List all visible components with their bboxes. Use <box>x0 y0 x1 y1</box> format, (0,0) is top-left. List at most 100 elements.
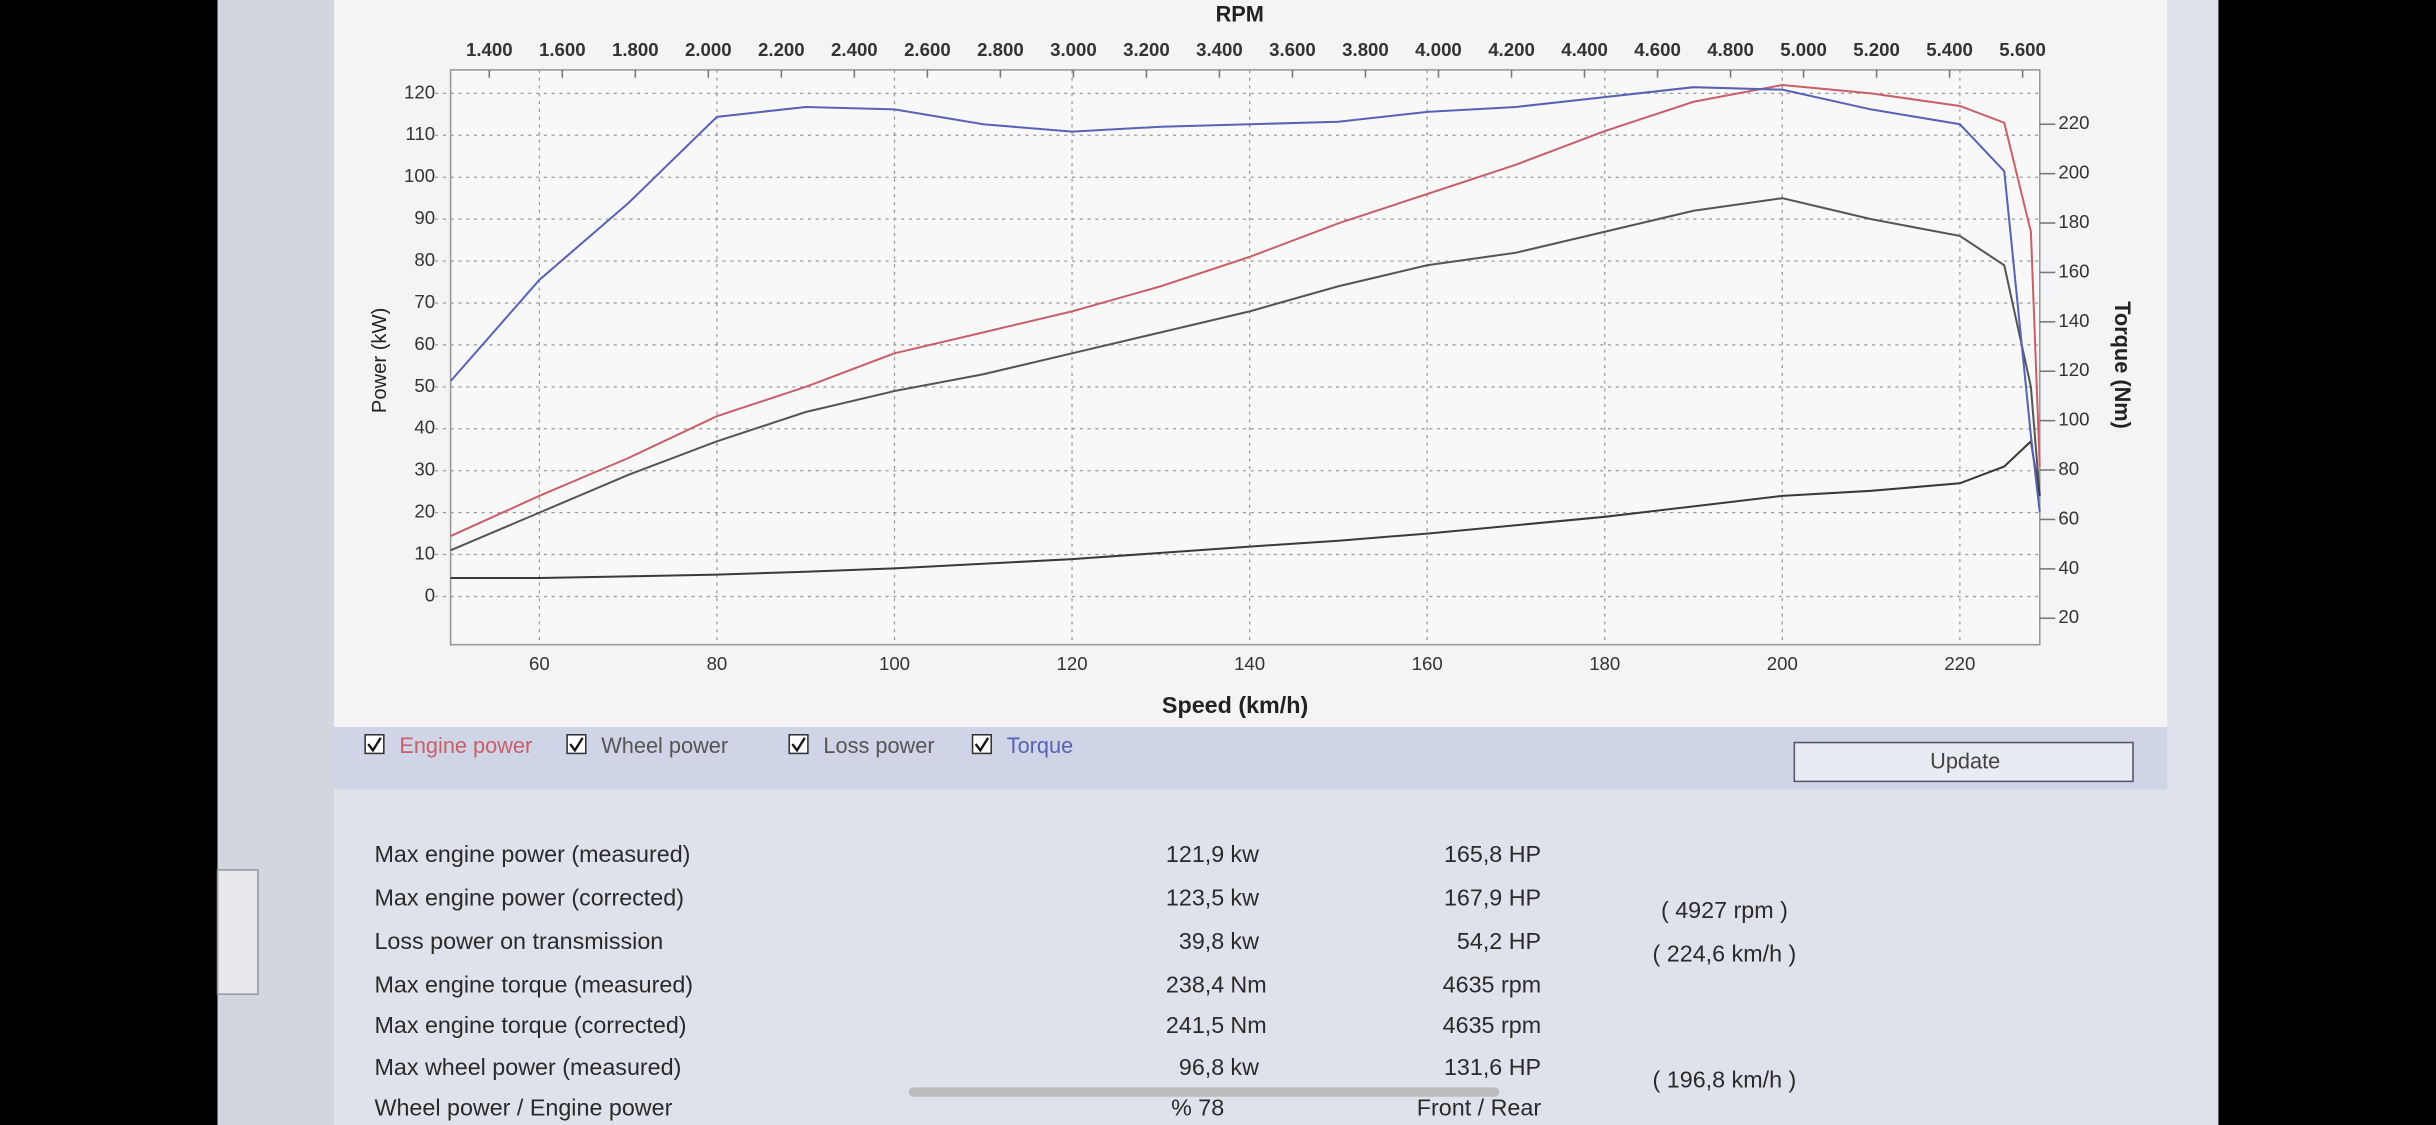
row-value: 121,9 <box>1166 841 1224 867</box>
series-line <box>450 83 2041 538</box>
x2-tick-label: 4.600 <box>1634 39 1681 60</box>
row-label: Max engine power (measured) <box>374 841 690 867</box>
y2-axis-title: Torque (Nm) <box>2110 301 2135 429</box>
row-label: Max engine torque (corrected) <box>374 1012 686 1038</box>
x-tick-label: 60 <box>529 653 550 674</box>
row-unit: kw <box>1230 885 1259 911</box>
x-tick-label: 180 <box>1589 653 1620 674</box>
series-line <box>450 197 2041 552</box>
x-tick-label: 100 <box>879 653 910 674</box>
y-tick-label: 40 <box>414 417 435 438</box>
update-button[interactable] <box>1793 741 2134 783</box>
y2-tick-label: 60 <box>2058 507 2079 528</box>
legend-checkbox[interactable] <box>788 733 809 755</box>
row-label: Wheel power / Engine power <box>374 1094 672 1120</box>
results-table: Max engine power (measured) 121,9 kw 165,8 … <box>374 841 1796 1120</box>
x2-axis-title: RPM <box>1216 1 1264 26</box>
row-value: % 78 <box>1171 1094 1224 1120</box>
x-tick-label: 120 <box>1057 653 1088 674</box>
y2-tick-label: 40 <box>2058 557 2079 578</box>
legend-label[interactable]: Engine power <box>399 733 532 758</box>
y2-tick-label: 100 <box>2058 409 2089 430</box>
plot-area <box>449 69 2041 646</box>
row-note: ( 196,8 km/h ) <box>1653 1066 1797 1092</box>
legend-checkbox[interactable] <box>971 733 992 755</box>
y2-tick-label: 200 <box>2058 162 2089 183</box>
row-unit: kw <box>1230 841 1259 867</box>
y-tick-label: 30 <box>414 459 435 480</box>
y2-tick-label: 120 <box>2058 359 2089 380</box>
row-secondary: 4635 rpm <box>1443 1012 1541 1038</box>
update-button-label[interactable]: Update <box>1930 748 2000 773</box>
row-unit: Nm <box>1230 1012 1266 1038</box>
y-tick-label: 20 <box>414 501 435 522</box>
x2-tick-label: 1.800 <box>612 39 659 60</box>
x2-tick-label: 3.000 <box>1050 39 1097 60</box>
x-tick-label: 200 <box>1767 653 1798 674</box>
home-indicator <box>908 1087 1500 1097</box>
row-unit: kw <box>1230 1054 1259 1080</box>
row-value: 96,8 <box>1179 1054 1224 1080</box>
x-tick-label: 220 <box>1944 653 1975 674</box>
x-tick-label: 140 <box>1234 653 1265 674</box>
x-tick-label: 80 <box>707 653 728 674</box>
y-tick-label: 50 <box>414 375 435 396</box>
row-note: ( 224,6 km/h ) <box>1653 941 1797 967</box>
y2-tick-label: 220 <box>2058 112 2089 133</box>
y-tick-label: 90 <box>414 207 435 228</box>
y-tick-label: 120 <box>404 81 435 102</box>
row-unit: kw <box>1230 928 1259 954</box>
x2-tick-label: 3.600 <box>1269 39 1316 60</box>
y2-tick-label: 20 <box>2058 606 2079 627</box>
x2-tick-label: 2.000 <box>685 39 732 60</box>
row-secondary: 167,9 HP <box>1444 885 1541 911</box>
y-tick-label: 0 <box>425 584 435 605</box>
x2-tick-label: 4.000 <box>1415 39 1462 60</box>
x2-tick-label: 4.800 <box>1707 39 1754 60</box>
x2-tick-label: 4.400 <box>1561 39 1608 60</box>
series-line <box>450 439 2041 580</box>
x2-tick-label: 5.600 <box>1999 39 2046 60</box>
legend-checkbox[interactable] <box>566 733 587 755</box>
series-line <box>449 86 2041 513</box>
row-label: Loss power on transmission <box>374 928 663 954</box>
legend-label[interactable]: Loss power <box>823 733 934 758</box>
row-value: 241,5 <box>1166 1012 1224 1038</box>
x-axis-title: Speed (km/h) <box>1162 692 1308 718</box>
x2-tick-label: 5.400 <box>1926 39 1973 60</box>
x2-tick-label: 3.800 <box>1342 39 1389 60</box>
y-tick-label: 70 <box>414 291 435 312</box>
row-label: Max engine power (corrected) <box>374 885 683 911</box>
y2-tick-label: 80 <box>2058 458 2079 479</box>
legend: Engine power Wheel power Loss power Torque <box>364 733 1073 758</box>
row-secondary: Front / Rear <box>1417 1094 1542 1120</box>
check-mark <box>974 737 990 753</box>
y-tick-label: 100 <box>404 165 435 186</box>
row-value: 39,8 <box>1179 928 1224 954</box>
x2-tick-label: 4.200 <box>1488 39 1535 60</box>
check-mark <box>569 737 584 753</box>
row-secondary: 54,2 HP <box>1457 928 1541 954</box>
legend-checkbox[interactable] <box>364 733 385 755</box>
x2-tick-label: 2.600 <box>904 39 951 60</box>
y-tick-label: 10 <box>414 542 435 563</box>
row-label: Max wheel power (measured) <box>374 1054 681 1080</box>
x2-tick-label: 1.600 <box>539 39 586 60</box>
row-secondary: 165,8 HP <box>1444 841 1541 867</box>
y-tick-label: 110 <box>405 123 435 144</box>
row-secondary: 131,6 HP <box>1444 1054 1541 1080</box>
x2-tick-label: 3.400 <box>1196 39 1243 60</box>
y-axis-title: Power (kW) <box>369 308 391 413</box>
row-secondary: 4635 rpm <box>1443 972 1541 998</box>
x2-tick-label: 2.200 <box>758 39 805 60</box>
y-tick-label: 60 <box>414 333 435 354</box>
x-tick-label: 160 <box>1412 653 1443 674</box>
x2-tick-label: 3.200 <box>1123 39 1170 60</box>
row-unit: Nm <box>1230 972 1266 998</box>
legend-label[interactable]: Wheel power <box>601 733 728 758</box>
check-mark <box>791 737 806 753</box>
legend-label[interactable]: Torque <box>1007 733 1073 758</box>
